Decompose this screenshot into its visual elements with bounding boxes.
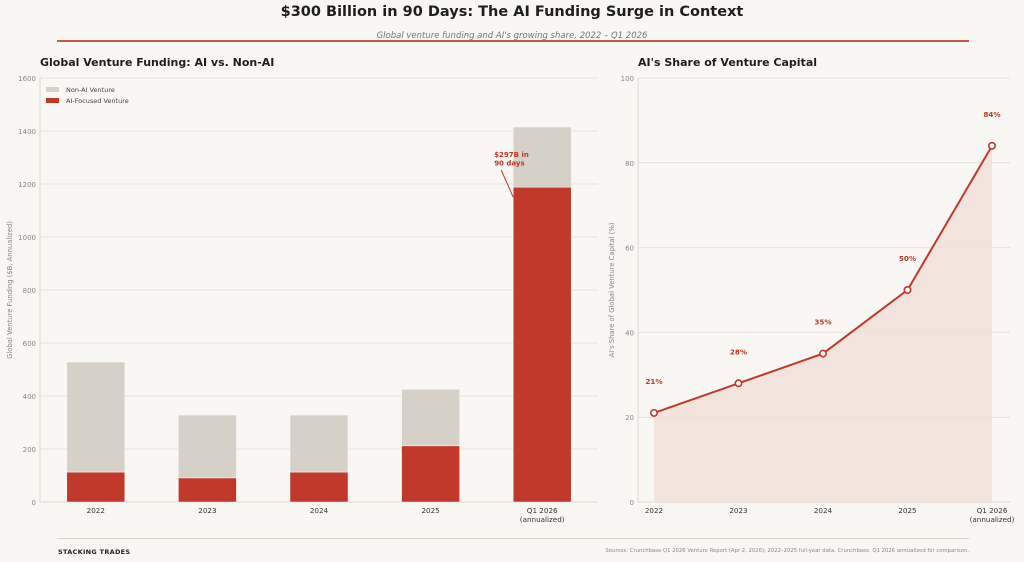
legend-swatch-non-ai	[46, 87, 59, 92]
line-y-tick-label: 100	[621, 75, 634, 83]
bar-y-tick-label: 1200	[18, 181, 36, 189]
bar-y-tick-label: 1400	[18, 128, 36, 136]
bar-non-ai	[66, 361, 126, 473]
bar-non-ai	[512, 126, 572, 188]
line-x-tick-label: Q1 2026	[977, 506, 1008, 515]
legend-label-non-ai: Non-AI Venture	[66, 85, 115, 94]
line-y-tick-label: 20	[625, 414, 634, 422]
bar-y-tick-label: 200	[23, 446, 36, 454]
legend-item-ai: AI-Focused Venture	[46, 95, 129, 106]
bar-ai	[178, 477, 237, 503]
bar-non-ai	[289, 414, 349, 473]
legend-label-ai: AI-Focused Venture	[66, 96, 129, 105]
bar-x-tick-label: 2023	[198, 506, 216, 515]
bar-y-tick-label: 0	[32, 499, 36, 507]
share-data-label: 35%	[814, 318, 831, 327]
bar-y-tick-label: 800	[23, 287, 36, 295]
share-point	[649, 408, 658, 417]
page-title: $300 Billion in 90 Days: The AI Funding …	[280, 4, 744, 20]
line-x-tick-label: 2024	[814, 506, 833, 515]
bar-non-ai	[178, 414, 237, 479]
bar-y-tick-label: 1600	[18, 75, 36, 83]
line-x-tick-label: 2023	[729, 506, 747, 515]
legend-item-non-ai: Non-AI Venture	[46, 84, 129, 95]
sources-note: Sources: Crunchbase Q1 2026 Venture Repo…	[605, 548, 969, 554]
bar-non-ai	[401, 389, 460, 447]
bar-ai	[66, 471, 126, 503]
share-data-label: 84%	[983, 110, 1000, 119]
line-y-tick-label: 0	[630, 499, 634, 507]
line-y-tick-label: 60	[625, 245, 634, 253]
bar-annotation-arrow	[500, 169, 514, 198]
bar-y-tick-label: 600	[23, 340, 36, 348]
page-subtitle: Global venture funding and AI's growing …	[376, 31, 648, 41]
footer-divider	[57, 538, 969, 539]
line-x-tick-label: (annualized)	[970, 515, 1015, 524]
share-data-label: 28%	[730, 347, 747, 356]
share-area	[654, 145, 992, 502]
bar-x-tick-label: 2025	[421, 506, 439, 515]
bar-annotation-text: 90 days	[494, 160, 524, 168]
line-y-tick-label: 80	[625, 160, 634, 168]
bar-ai	[289, 471, 349, 503]
share-point	[734, 379, 743, 388]
line-y-tick-label: 40	[625, 329, 634, 337]
bar-chart-legend: Non-AI Venture AI-Focused Venture	[46, 84, 129, 106]
share-point	[903, 285, 912, 294]
bar-ai	[401, 445, 460, 503]
share-point	[987, 141, 996, 150]
bar-x-tick-label: 2022	[87, 506, 105, 515]
line-y-axis-label: AI's Share of Global Venture Capital (%)	[608, 222, 616, 357]
bar-y-tick-label: 1000	[18, 234, 36, 242]
share-point	[818, 349, 827, 358]
brand-label: STACKING TRADES	[58, 548, 131, 556]
bar-ai	[512, 186, 572, 503]
bar-y-tick-label: 400	[23, 393, 36, 401]
line-x-tick-label: 2025	[898, 506, 916, 515]
line-x-tick-label: 2022	[645, 506, 663, 515]
title-divider	[57, 40, 969, 42]
bar-x-tick-label: (annualized)	[520, 515, 565, 524]
legend-swatch-ai	[46, 98, 59, 103]
bar-annotation-text: $297B in	[494, 151, 529, 159]
line-chart-title: AI's Share of Venture Capital	[638, 56, 818, 69]
share-data-label: 50%	[899, 254, 916, 263]
share-data-label: 21%	[645, 377, 662, 386]
bar-x-tick-label: 2024	[310, 506, 329, 515]
bar-chart-title: Global Venture Funding: AI vs. Non-AI	[40, 56, 275, 69]
bar-y-axis-label: Global Venture Funding ($B, Annualized)	[6, 221, 14, 359]
bar-x-tick-label: Q1 2026	[527, 506, 558, 515]
